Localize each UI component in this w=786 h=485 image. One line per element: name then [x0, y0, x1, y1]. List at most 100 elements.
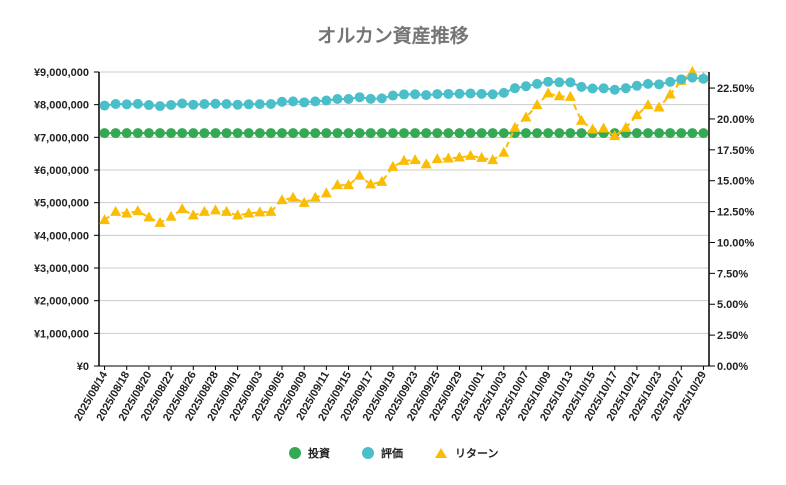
data-point — [521, 81, 531, 92]
data-point — [565, 77, 576, 88]
data-point — [409, 154, 421, 165]
data-point — [332, 93, 343, 104]
data-point — [110, 205, 122, 216]
data-point — [121, 99, 132, 110]
data-point — [110, 128, 121, 139]
data-point — [320, 187, 332, 198]
data-point — [221, 99, 232, 110]
legend-item-valuation[interactable]: 評価 — [362, 446, 403, 460]
data-point — [232, 99, 243, 110]
data-point — [199, 128, 210, 139]
data-point — [587, 123, 599, 134]
data-point — [277, 96, 287, 107]
data-point — [465, 88, 476, 99]
data-point — [498, 128, 509, 139]
data-point — [243, 128, 254, 139]
data-point — [665, 128, 676, 139]
data-point — [631, 128, 642, 139]
data-point — [376, 128, 387, 139]
data-point — [110, 99, 121, 110]
legend-item-return[interactable]: リターン — [435, 447, 498, 460]
left-axis-tick-label: ¥0 — [77, 361, 89, 373]
data-point — [132, 128, 143, 139]
legend-triangle-icon — [435, 448, 447, 458]
data-point — [243, 207, 255, 218]
data-point — [143, 128, 154, 139]
data-point — [209, 204, 221, 215]
data-point — [443, 88, 454, 99]
data-point — [399, 128, 409, 139]
legend-label: 投資 — [308, 446, 330, 460]
data-point — [265, 99, 276, 110]
data-point — [343, 128, 354, 139]
legend-item-invest[interactable]: 投資 — [289, 446, 330, 460]
data-point — [310, 128, 321, 139]
data-point — [654, 79, 665, 90]
right-axis-tick-label: 17.50% — [717, 145, 755, 157]
data-point — [687, 72, 698, 83]
data-point — [121, 128, 132, 139]
data-point — [398, 154, 410, 165]
left-axis-tick-label: ¥6,000,000 — [34, 165, 89, 177]
data-point — [543, 128, 554, 139]
data-point — [531, 99, 543, 110]
right-axis-tick-label: 7.50% — [717, 268, 748, 280]
data-point — [410, 89, 421, 100]
data-point — [676, 128, 687, 139]
right-axis-tick-label: 20.00% — [717, 114, 755, 126]
data-point — [243, 99, 254, 110]
data-point — [288, 128, 299, 139]
data-point — [421, 90, 432, 101]
data-point — [254, 99, 265, 110]
data-point — [299, 97, 310, 108]
legend-circle-icon — [362, 447, 374, 459]
data-point — [676, 74, 687, 85]
data-point — [387, 90, 398, 101]
data-point — [188, 99, 199, 110]
axes: ¥0 ¥1,000,000 ¥2,000,000 ¥3,000,000 ¥4,000,0… — [34, 67, 755, 423]
data-point — [453, 151, 465, 162]
data-point — [254, 206, 266, 217]
data-point — [498, 146, 510, 157]
data-point — [532, 128, 543, 139]
data-point — [487, 154, 499, 165]
legend-label: 評価 — [381, 446, 403, 460]
data-point — [198, 205, 210, 216]
data-point — [554, 77, 565, 88]
data-point — [643, 78, 653, 89]
data-point — [343, 179, 355, 190]
data-point — [698, 73, 709, 84]
data-point — [343, 93, 354, 104]
data-point — [165, 210, 177, 221]
data-point — [232, 209, 244, 220]
data-point — [387, 160, 399, 171]
right-axis-tick-label: 5.00% — [717, 299, 748, 311]
data-point — [376, 175, 388, 186]
data-point — [143, 100, 154, 111]
data-point — [554, 128, 565, 139]
data-point — [331, 179, 343, 190]
data-point — [421, 128, 432, 139]
data-point — [199, 99, 210, 110]
data-point — [210, 128, 221, 139]
series-1 — [99, 72, 709, 112]
data-point — [177, 128, 188, 139]
data-point — [310, 96, 321, 107]
left-axis-tick-label: ¥5,000,000 — [34, 198, 89, 210]
chart-title: オルカン資産推移 — [317, 24, 468, 47]
data-point — [454, 88, 465, 99]
data-point — [609, 84, 620, 95]
data-point — [553, 90, 565, 101]
data-point — [265, 205, 277, 216]
data-point — [520, 111, 532, 122]
data-point — [476, 151, 488, 162]
data-point — [154, 216, 166, 227]
data-point — [254, 128, 265, 139]
right-axis-tick-label: 15.00% — [717, 176, 755, 188]
data-point — [532, 78, 543, 89]
left-axis-tick-label: ¥9,000,000 — [34, 67, 89, 79]
data-point — [332, 128, 343, 139]
right-axis-tick-label: 0.00% — [717, 361, 748, 373]
data-point — [399, 89, 409, 100]
data-point — [653, 101, 665, 112]
